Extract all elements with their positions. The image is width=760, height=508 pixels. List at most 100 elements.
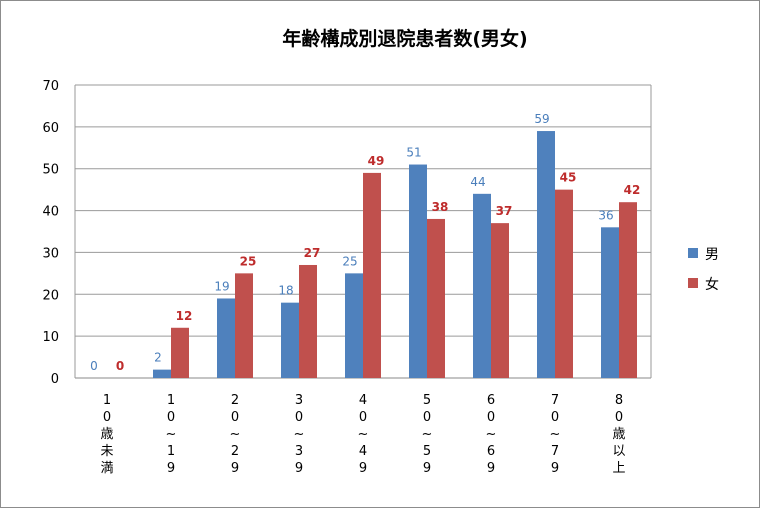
bar-male — [217, 298, 235, 378]
x-tick-char: 4 — [359, 393, 367, 408]
x-tick-char: 4 — [359, 444, 367, 459]
x-tick-label: 8 0 歳以上 — [612, 393, 625, 476]
x-tick-char: 8 — [615, 393, 623, 408]
y-tick-label: 60 — [42, 121, 59, 136]
y-tick-label: 20 — [42, 288, 59, 303]
y-tick-label: 70 — [42, 79, 59, 94]
y-tick-label: 50 — [42, 163, 59, 178]
x-tick-char: 7 — [551, 393, 559, 408]
x-tick-label: 3 0 ~3 9 — [294, 393, 305, 476]
x-tick-char: 以 — [612, 444, 625, 459]
bars — [153, 131, 637, 378]
x-tick-char: 6 — [487, 444, 495, 459]
data-label: 44 — [470, 175, 485, 189]
bar-female — [235, 273, 253, 378]
x-tick-char: 0 — [487, 410, 495, 425]
data-label: 0 — [116, 359, 124, 373]
x-tick-label: 6 0 ~6 9 — [486, 393, 497, 476]
data-label: 25 — [240, 254, 257, 268]
x-tick-label: 7 0 ~7 9 — [550, 393, 561, 476]
x-tick-char: 歳 — [100, 427, 113, 442]
x-tick-char: 2 — [231, 444, 239, 459]
y-tick-label: 0 — [51, 372, 59, 387]
legend-label: 男 — [705, 247, 719, 263]
bar-female — [491, 223, 509, 378]
bar-male — [345, 273, 363, 378]
bar-female — [619, 202, 637, 378]
x-tick-char: 9 — [551, 461, 559, 476]
x-tick-char: 未 — [100, 444, 113, 459]
data-label: 25 — [342, 254, 357, 268]
x-tick-char: 9 — [167, 461, 175, 476]
x-tick-char: 5 — [423, 444, 431, 459]
x-tick-char: 9 — [359, 461, 367, 476]
x-tick-char: 0 — [615, 410, 623, 425]
x-tick-char: 上 — [612, 461, 625, 476]
bar-male — [153, 369, 171, 378]
x-tick-char: 0 — [167, 410, 175, 425]
legend-swatch — [688, 278, 698, 288]
x-tick-char: 1 — [103, 393, 111, 408]
x-tick-char: 9 — [423, 461, 431, 476]
x-tick-char: 9 — [231, 461, 239, 476]
data-label: 19 — [214, 279, 229, 293]
data-label: 38 — [432, 200, 449, 214]
data-label: 18 — [278, 284, 293, 298]
y-axis-ticks: 0 10 20 30 40 50 60 70 — [42, 79, 59, 387]
bar-male — [601, 227, 619, 378]
bar-female — [171, 327, 189, 378]
x-tick-char: 9 — [295, 461, 303, 476]
legend-label: 女 — [705, 276, 719, 293]
bar-female — [555, 189, 573, 378]
x-tick-label: 2 0 ~2 9 — [230, 393, 241, 476]
data-label: 49 — [368, 154, 385, 168]
x-tick-char: 6 — [487, 393, 495, 408]
x-tick-label: 1 0 歳未満 — [100, 393, 113, 476]
bar-male — [281, 302, 299, 378]
x-tick-char: ~ — [486, 427, 497, 442]
x-tick-char: 1 — [167, 444, 175, 459]
bar-female — [299, 264, 317, 378]
x-tick-label: 1 0 ~1 9 — [166, 393, 177, 476]
x-tick-char: 9 — [487, 461, 495, 476]
data-label: 37 — [496, 204, 513, 218]
bar-female — [427, 218, 445, 378]
x-tick-char: 7 — [551, 444, 559, 459]
bar-female — [363, 172, 381, 378]
x-tick-char: 0 — [359, 410, 367, 425]
x-tick-char: ~ — [230, 427, 241, 442]
data-label: 0 — [90, 359, 98, 373]
x-tick-char: 5 — [423, 393, 431, 408]
x-tick-char: ~ — [358, 427, 369, 442]
data-label: 12 — [176, 309, 193, 323]
data-label: 42 — [624, 183, 641, 197]
bar-male — [473, 193, 491, 378]
x-tick-label: 4 0 ~4 9 — [358, 393, 369, 476]
x-tick-char: 0 — [551, 410, 559, 425]
x-tick-char: ~ — [550, 427, 561, 442]
x-tick-char: 0 — [295, 410, 303, 425]
x-tick-label: 5 0 ~5 9 — [422, 393, 433, 476]
data-label: 36 — [598, 208, 613, 222]
y-tick-label: 10 — [42, 330, 59, 345]
y-tick-label: 30 — [42, 246, 59, 261]
bar-male — [537, 131, 555, 378]
x-tick-char: 満 — [100, 461, 113, 476]
bar-male — [409, 164, 427, 378]
x-tick-char: ~ — [166, 427, 177, 442]
x-tick-char: 3 — [295, 444, 303, 459]
x-tick-char: 歳 — [612, 427, 625, 442]
x-tick-char: ~ — [294, 427, 305, 442]
data-label: 45 — [560, 171, 577, 185]
x-tick-char: 1 — [167, 393, 175, 408]
y-tick-label: 40 — [42, 205, 59, 220]
chart-title: 年齢構成別退院患者数(男女) — [282, 27, 527, 50]
x-axis-ticks: 1 0 歳未満 1 0 ~1 9 2 0 ~2 9 3 0 ~3 9 4 0 ~4 9 5 0 ~5 9 6 0 ~6 9 7 0 ~7 9… — [100, 393, 625, 476]
data-label: 2 — [154, 351, 162, 365]
legend-swatch — [688, 248, 698, 258]
data-label: 51 — [406, 146, 421, 160]
x-tick-char: 2 — [231, 393, 239, 408]
data-labels: 0 0 2 12 19 25 18 27 25 49 51 38 44 37 59 45 36 42 — [90, 112, 640, 373]
